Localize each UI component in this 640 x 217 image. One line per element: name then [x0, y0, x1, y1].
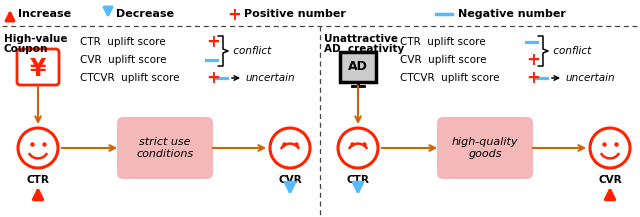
Text: CTR  uplift score: CTR uplift score	[400, 37, 486, 47]
Text: Coupon: Coupon	[4, 44, 49, 54]
Text: conflict: conflict	[230, 46, 271, 56]
Text: High-value: High-value	[4, 34, 67, 44]
Text: Decrease: Decrease	[116, 9, 174, 19]
Text: AD  creativity: AD creativity	[324, 44, 404, 54]
Text: high-quality
goods: high-quality goods	[452, 137, 518, 159]
Text: uncertain: uncertain	[245, 73, 294, 83]
Text: CVR: CVR	[278, 175, 302, 185]
Text: +: +	[206, 33, 220, 51]
FancyBboxPatch shape	[17, 49, 59, 85]
Text: CVR: CVR	[598, 175, 622, 185]
Text: +: +	[206, 69, 220, 87]
Text: AD: AD	[348, 61, 368, 74]
Text: CVR  uplift score: CVR uplift score	[80, 55, 166, 65]
FancyBboxPatch shape	[437, 117, 533, 179]
Text: conflict: conflict	[550, 46, 591, 56]
Text: strict use
conditions: strict use conditions	[136, 137, 193, 159]
Text: Negative number: Negative number	[458, 9, 566, 19]
Text: Unattractive: Unattractive	[324, 34, 398, 44]
Text: Positive number: Positive number	[244, 9, 346, 19]
Text: Increase: Increase	[18, 9, 71, 19]
Text: CVR  uplift score: CVR uplift score	[400, 55, 486, 65]
Text: CTCVR  uplift score: CTCVR uplift score	[400, 73, 499, 83]
Text: CTR: CTR	[347, 175, 369, 185]
Text: +: +	[526, 69, 540, 87]
FancyBboxPatch shape	[340, 52, 376, 82]
Text: +: +	[526, 51, 540, 69]
Text: +: +	[227, 6, 241, 24]
Text: ¥: ¥	[30, 57, 46, 81]
Text: CTR  uplift score: CTR uplift score	[80, 37, 166, 47]
Text: CTCVR  uplift score: CTCVR uplift score	[80, 73, 179, 83]
Text: uncertain: uncertain	[565, 73, 614, 83]
FancyBboxPatch shape	[117, 117, 213, 179]
Text: CTR: CTR	[27, 175, 49, 185]
